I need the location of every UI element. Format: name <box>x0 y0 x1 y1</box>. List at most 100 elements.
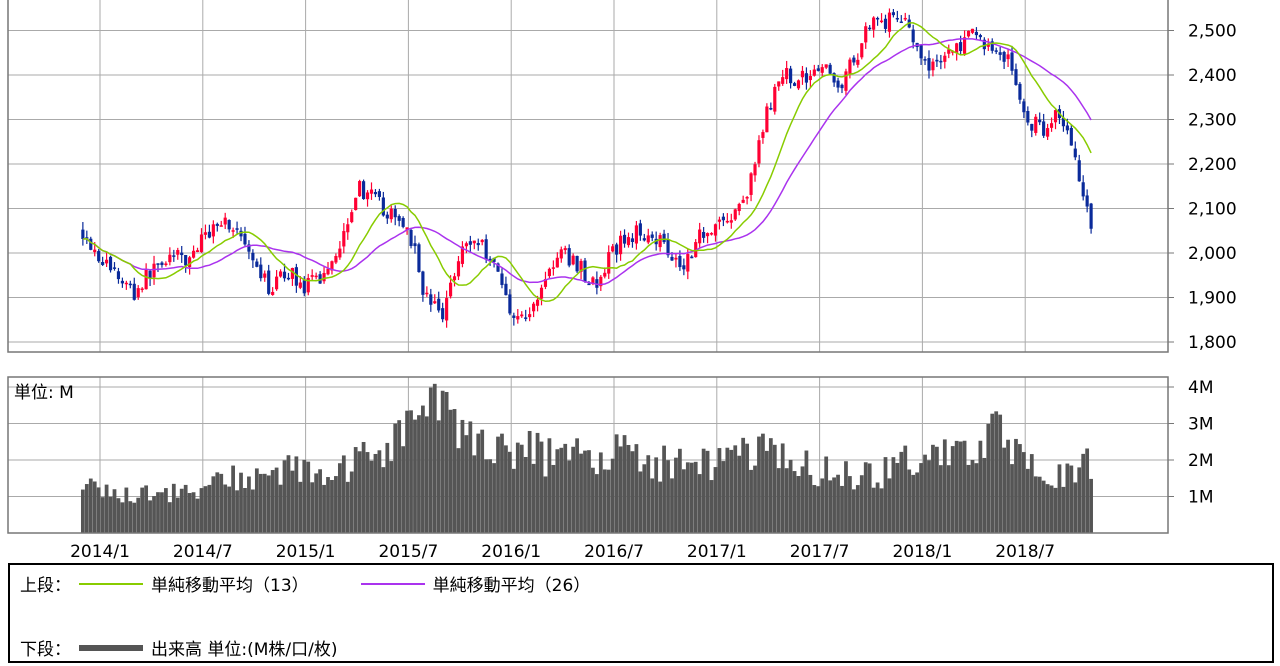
volume-bar <box>622 435 627 533</box>
candle-body <box>108 256 113 271</box>
volume-bar <box>594 474 599 533</box>
candle-body <box>267 270 271 294</box>
price-tick-label: 2,200 <box>1188 155 1237 175</box>
candle-body <box>555 257 559 268</box>
volume-bar <box>642 464 647 533</box>
volume-bar <box>721 461 726 533</box>
candle-body <box>883 18 888 29</box>
volume-bar <box>990 413 995 533</box>
candle-body <box>571 255 575 265</box>
legend-name-volume: 出来高 単位:(M株/口/枚) <box>151 640 338 660</box>
candle-body <box>579 260 583 272</box>
volume-bar <box>243 487 247 533</box>
candle-body <box>808 76 812 81</box>
candle-body <box>777 81 781 87</box>
price-tick-label: 2,000 <box>1188 244 1237 264</box>
volume-bar <box>492 463 496 533</box>
candle-body <box>263 273 267 278</box>
volume-bar <box>294 456 299 533</box>
volume-bar <box>962 440 967 533</box>
candle-body <box>488 258 492 261</box>
price-tick-label: 2,500 <box>1188 22 1237 42</box>
candle-body <box>1030 123 1034 131</box>
candle-body <box>966 30 971 37</box>
candle-body <box>611 246 615 252</box>
volume-bar <box>171 483 176 533</box>
volume-bar <box>824 456 829 533</box>
candle-body <box>852 57 856 63</box>
volume-bar <box>211 476 216 533</box>
candle-body <box>824 64 828 68</box>
candle-body <box>860 43 864 58</box>
volume-bar <box>875 482 880 533</box>
volume-bar <box>290 470 295 533</box>
candle-body <box>271 291 275 295</box>
candle-body <box>781 77 785 84</box>
volume-bar <box>1061 486 1066 533</box>
volume-bar <box>460 419 465 533</box>
candle-body <box>943 55 947 62</box>
x-tick-label: 2017/1 <box>687 542 747 562</box>
candle-body <box>326 268 330 275</box>
candle-body <box>931 61 935 71</box>
volume-bar <box>1073 482 1078 533</box>
volume-bar <box>373 453 378 533</box>
candle-body <box>290 268 295 279</box>
candle-body <box>476 243 480 246</box>
candle-body <box>318 274 322 284</box>
volume-bar <box>646 455 651 533</box>
x-tick-label: 2015/1 <box>276 542 336 562</box>
volume-bar <box>737 455 742 533</box>
candle-body <box>547 268 552 277</box>
volume-bar <box>322 484 326 533</box>
candle-body <box>630 238 635 242</box>
candle-body <box>682 265 686 270</box>
candle-body <box>753 164 757 176</box>
volume-bar <box>124 487 129 533</box>
candle-body <box>259 264 263 279</box>
candle-body <box>445 298 449 321</box>
volume-bar <box>409 410 413 533</box>
volume-bar <box>1025 468 1030 533</box>
volume-bar <box>729 449 734 533</box>
volume-bar <box>444 391 449 533</box>
candle-body <box>448 282 453 297</box>
candle-body <box>136 288 140 298</box>
candle-body <box>251 252 255 261</box>
volume-bar <box>1089 478 1093 533</box>
volume-bar <box>709 480 714 533</box>
volume-bar <box>341 455 346 533</box>
volume-bar <box>381 467 386 533</box>
volume-bar <box>1022 452 1026 533</box>
volume-bar <box>954 440 959 533</box>
candle-body <box>528 314 532 318</box>
candle-body <box>879 20 884 23</box>
volume-bar <box>658 481 663 533</box>
candle-body <box>559 249 563 259</box>
candle-body <box>903 17 907 20</box>
volume-bar <box>377 450 382 533</box>
price-tick-label: 2,400 <box>1188 66 1237 86</box>
volume-bar <box>515 442 520 533</box>
legend-upper-row: 上段： 単純移動平均（13） 単純移動平均（26） <box>20 571 638 596</box>
candle-body <box>567 248 571 266</box>
candle-body <box>184 254 188 266</box>
volume-bar <box>448 409 453 533</box>
candle-body <box>1002 51 1006 62</box>
candle-body <box>456 261 461 277</box>
candle-body <box>773 86 777 112</box>
volume-bar <box>935 446 939 533</box>
legend-item-ma26: 単純移動平均（26） <box>357 571 590 596</box>
candle-body <box>785 68 789 80</box>
legend-item-volume: 出来高 単位:(M株/口/枚) <box>75 635 338 660</box>
candle-body <box>666 239 670 256</box>
candle-body <box>203 232 208 235</box>
candle-body <box>876 17 880 20</box>
candle-body <box>619 235 623 255</box>
candle-body <box>1077 160 1081 182</box>
volume-y-ticks: 1M 2M 3M 4M <box>1168 378 1213 508</box>
candle-body <box>365 192 370 200</box>
candle-body <box>733 209 737 220</box>
volume-bar <box>480 429 485 533</box>
candle-body <box>377 191 381 197</box>
